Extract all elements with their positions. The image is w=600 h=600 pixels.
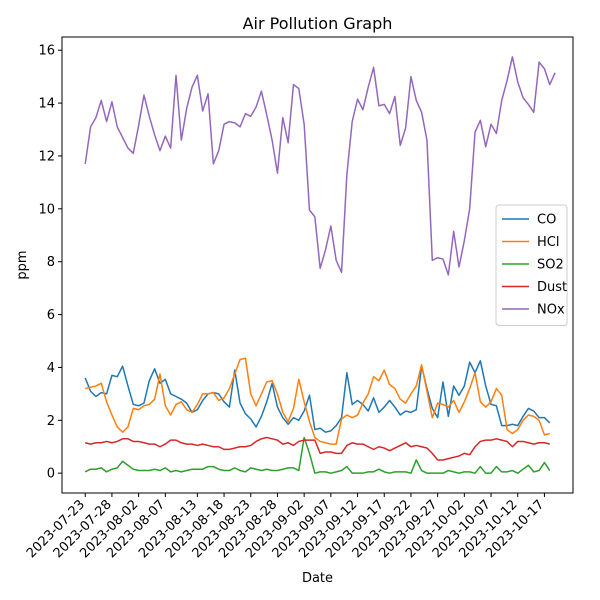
y-tick-label: 16 bbox=[38, 44, 55, 59]
legend-box bbox=[495, 204, 568, 326]
series-line-dust bbox=[85, 436, 550, 461]
y-tick-label: 2 bbox=[47, 414, 55, 429]
y-tick-label: 12 bbox=[38, 149, 55, 164]
y-tick-label: 4 bbox=[47, 361, 55, 376]
y-tick-label: 14 bbox=[38, 97, 55, 112]
chart-title: Air Pollution Graph bbox=[243, 14, 393, 33]
legend-label-dust: Dust bbox=[537, 280, 567, 295]
legend: CO HCl SO2 Dust NOx bbox=[495, 204, 568, 326]
x-axis-label: Date bbox=[302, 571, 333, 586]
y-tick-label: 0 bbox=[47, 467, 55, 482]
y-tick-label: 8 bbox=[47, 255, 55, 270]
axes-frame bbox=[61, 36, 574, 494]
series-line-hcl bbox=[85, 357, 550, 445]
y-axis-label: ppm bbox=[15, 250, 30, 279]
series-line-nox bbox=[84, 56, 556, 276]
y-tick-label: 6 bbox=[47, 308, 55, 323]
legend-label-so2: SO2 bbox=[537, 258, 564, 273]
y-tick-label: 10 bbox=[38, 202, 55, 217]
legend-label-co: CO bbox=[537, 213, 556, 228]
legend-label-hcl: HCl bbox=[537, 235, 559, 250]
series-line-so2 bbox=[84, 436, 551, 474]
legend-label-nox: NOx bbox=[537, 303, 565, 318]
series-line-co bbox=[84, 360, 551, 433]
